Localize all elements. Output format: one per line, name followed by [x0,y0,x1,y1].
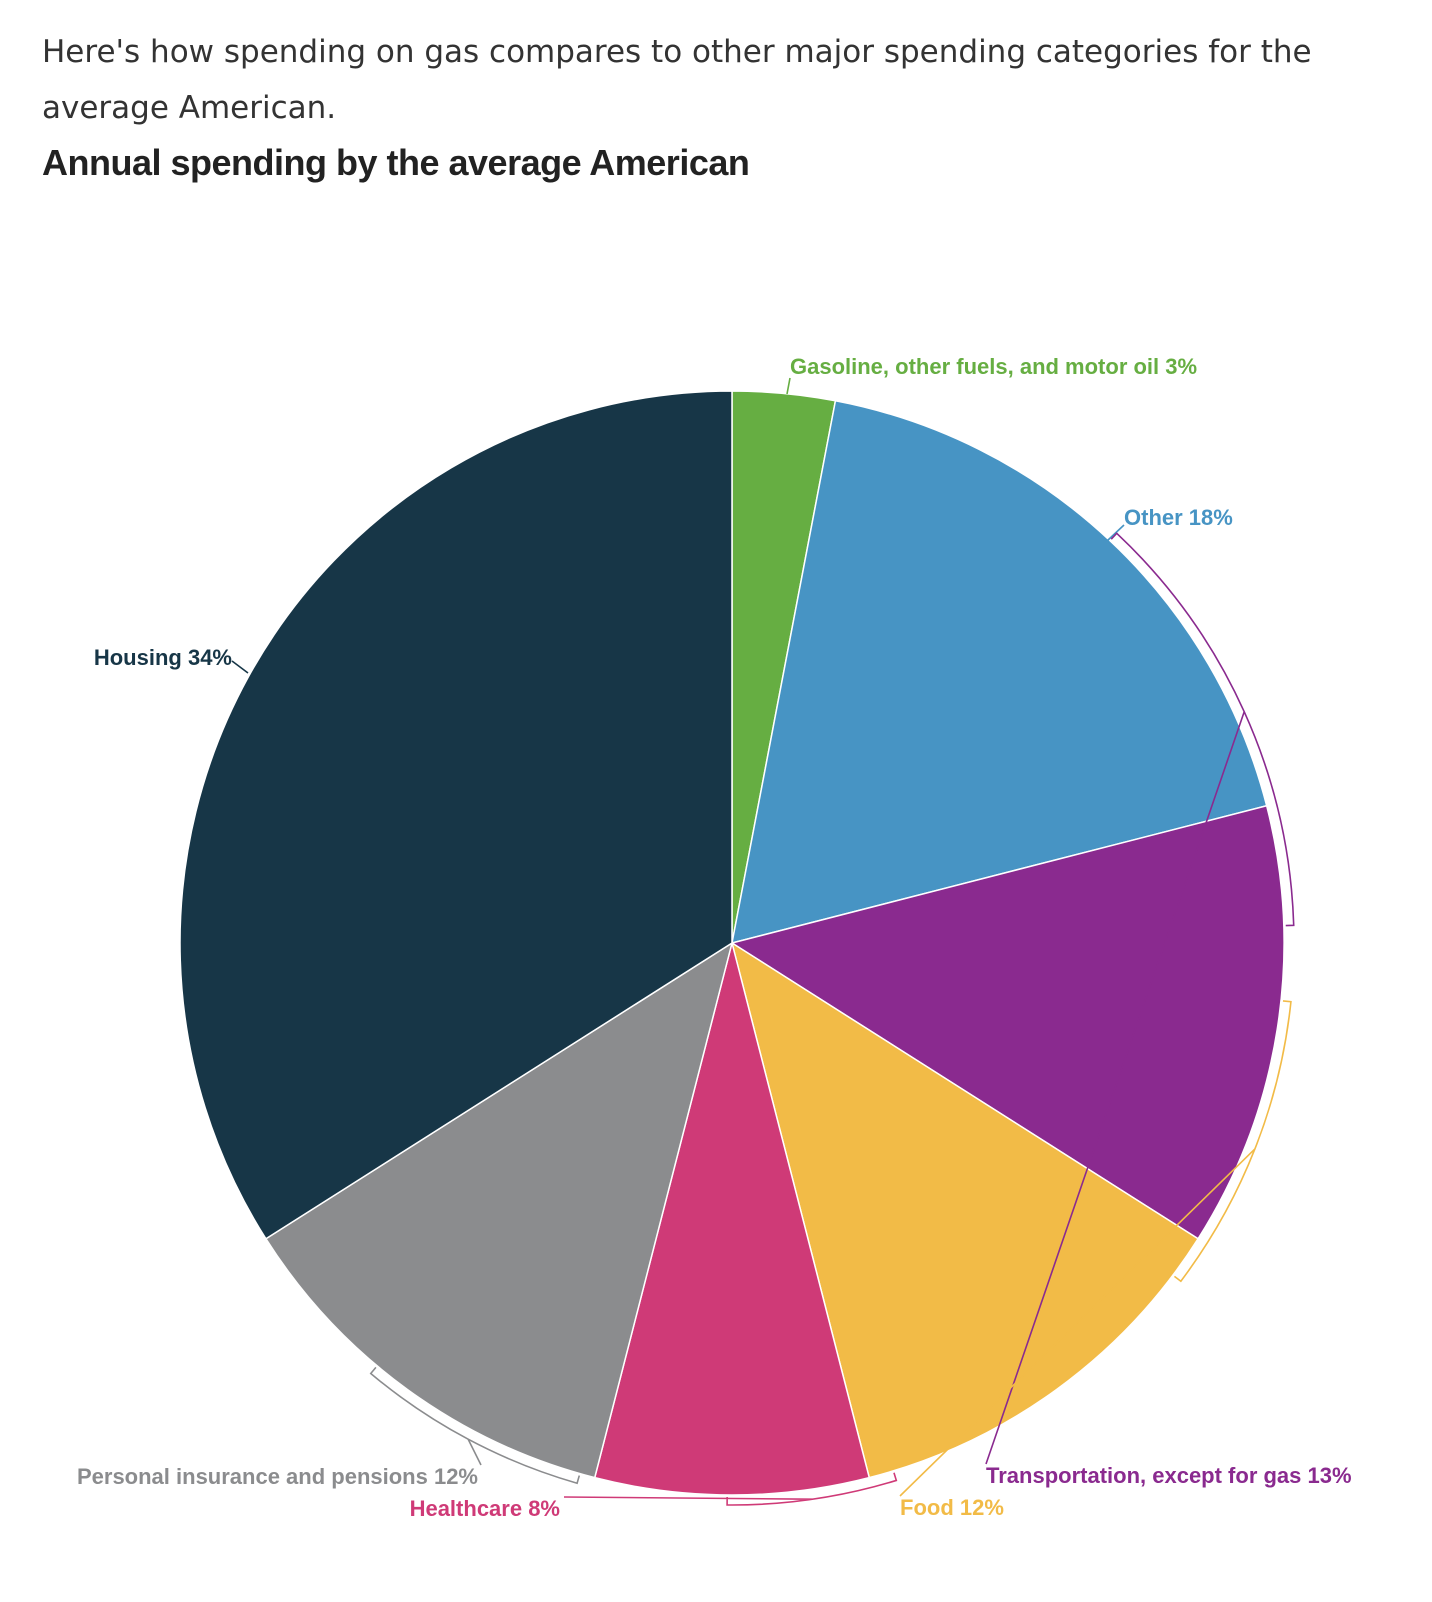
pie-slice-personal-insurance-and-pensions[interactable] [265,942,733,1479]
leader-line-food [899,1000,1292,1497]
pie-slice-transportation-except-for-gas[interactable] [731,804,1285,1240]
pie-slice-housing[interactable] [179,390,733,1240]
intro-paragraph: Here's how spending on gas compares to o… [42,34,1312,126]
leader-line-personal-insurance-and-pensions [369,1366,581,1485]
pie-slice-other[interactable] [731,400,1268,944]
slice-label-transportation-except-for-gas: Transportation, except for gas 13% [986,1463,1352,1488]
leader-line-healthcare [563,1472,898,1506]
label-leaders [231,377,1295,1506]
slice-label-housing: Housing 34% [94,645,232,670]
leader-line-housing [231,660,249,674]
pie-slice-food[interactable] [731,942,1199,1479]
pie-slice-healthcare[interactable] [593,942,871,1496]
pie-slices [179,390,1285,1496]
chart-title: Annual spending by the average American [42,142,750,183]
slice-labels: Gasoline, other fuels, and motor oil 3% O… [77,354,1352,1521]
leader-line-transportation-except-for-gas [985,532,1295,1465]
slice-label-healthcare: Healthcare 8% [410,1496,560,1521]
leader-line-gasoline-other-fuels-and-motor-oil [786,377,791,395]
slice-label-personal-insurance-and-pensions: Personal insurance and pensions 12% [77,1464,478,1489]
slice-label-gasoline-other-fuels-and-motor-oil: Gasoline, other fuels, and motor oil 3% [790,354,1197,379]
leader-line-other [1106,524,1125,542]
slice-label-other: Other 18% [1124,505,1233,530]
slice-label-food: Food 12% [900,1495,1004,1520]
